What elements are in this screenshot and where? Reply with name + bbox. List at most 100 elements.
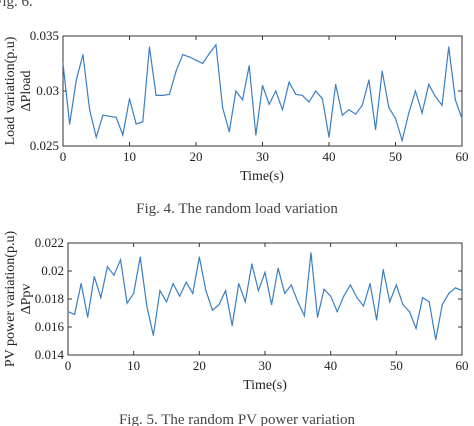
chart2-ytick-label: 0.022 xyxy=(35,235,64,250)
chart1-xtick-label: 30 xyxy=(256,149,269,164)
chart1-y-ticks: 0.025 0.03 0.035 xyxy=(30,28,462,153)
chart2-data-point xyxy=(106,266,108,268)
chart2-data-point xyxy=(435,339,437,341)
chart2-ytick-label: 0.014 xyxy=(35,347,65,362)
chart1-data-point xyxy=(388,106,390,109)
chart1-data-point xyxy=(82,54,84,56)
chart1-data-point xyxy=(341,114,343,116)
chart1-ytick-label: 0.025 xyxy=(30,138,59,153)
chart1-xtick-label: 50 xyxy=(389,149,402,164)
chart2-data-point xyxy=(80,283,82,285)
chart2-xtick-label: 20 xyxy=(193,358,206,373)
chart2-data-point xyxy=(218,304,220,306)
chart2-data-point xyxy=(192,292,194,294)
chart2-ytick-label: 0.02 xyxy=(41,263,64,278)
chart2-data-point xyxy=(159,290,161,292)
chart1-data-point xyxy=(361,104,363,106)
chart1-data-point xyxy=(328,136,330,138)
chart2-data-point xyxy=(428,301,430,303)
chart1-x-ticks: 0 10 20 30 40 50 60 xyxy=(60,36,469,164)
chart1-data-point xyxy=(261,84,264,87)
chart1-data-point xyxy=(401,139,403,142)
chart1-data-point xyxy=(148,46,151,48)
chart1-data-point xyxy=(321,98,323,100)
chart1-data-point xyxy=(308,101,310,103)
chart2-xtick-label: 30 xyxy=(259,358,272,373)
chart2-xtick-label: 60 xyxy=(456,358,469,373)
chart1-ytick-label: 0.03 xyxy=(36,83,59,98)
chart2-data-point xyxy=(225,290,227,292)
chart2-data-point xyxy=(316,316,319,318)
chart1-data-point xyxy=(434,95,436,98)
chart1-data-point xyxy=(454,99,456,101)
chart2-data-point xyxy=(303,315,305,317)
chart1-data-point xyxy=(222,106,224,109)
chart2-data-point xyxy=(389,301,391,303)
chart1-data-point xyxy=(235,90,237,92)
chart1-data-point xyxy=(268,103,270,105)
chart2-data-point xyxy=(270,304,273,306)
chart2-data-point xyxy=(119,259,122,261)
chart2-data-point xyxy=(382,269,384,271)
chart2-x-ticks: 0 10 20 30 40 50 60 xyxy=(65,243,469,373)
chart1-xtick-label: 60 xyxy=(456,149,469,164)
chart2-axes-frame xyxy=(67,242,463,356)
chart1-xtick-label: 10 xyxy=(123,149,136,164)
chart1-data-point xyxy=(142,121,144,123)
chart2-data-point xyxy=(238,283,240,285)
chart2-data-point xyxy=(290,284,292,286)
chart2-data-point xyxy=(231,325,233,327)
chart2-data-point xyxy=(356,297,358,299)
chart1-caption: Fig. 4. The random load variation xyxy=(136,201,338,217)
chart2-data-point xyxy=(100,297,102,299)
chart2-data-point xyxy=(448,292,450,294)
chart1-y-axis-symbol: ΔPload xyxy=(19,71,34,112)
chart1-data-point xyxy=(295,93,297,95)
chart1-data-point xyxy=(301,94,303,96)
chart2-data-point xyxy=(402,304,404,306)
chart1-data-point xyxy=(155,94,157,96)
chart1-data-point xyxy=(248,65,250,67)
chart1-data-point xyxy=(394,117,397,120)
chart1-data-point xyxy=(441,104,443,106)
chart2-y-axis-label: PV power variation(p.u) xyxy=(3,231,18,368)
chart2-y-ticks: 0.014 0.016 0.018 0.02 0.022 xyxy=(35,235,462,362)
chart2-data-point xyxy=(441,304,443,306)
chart2-y-axis-symbol: ΔPpv xyxy=(19,284,34,315)
chart2-xtick-label: 10 xyxy=(127,358,140,373)
chart1-data-point xyxy=(122,134,124,136)
chart1-x-axis-label: Time(s) xyxy=(240,169,284,184)
chart1-data-points xyxy=(62,44,463,142)
chart2-data-point xyxy=(343,295,345,297)
chart1-xtick-label: 40 xyxy=(323,149,336,164)
chart1-ytick-label: 0.035 xyxy=(30,28,59,43)
chart1-data-point xyxy=(108,115,111,117)
chart2-data-point xyxy=(146,305,148,307)
chart1-data-point xyxy=(315,90,317,92)
pv-power-variation-chart: 0.014 0.016 0.018 0.02 0.022 0 10 20 30 40 50 60 T… xyxy=(3,231,469,426)
chart2-data-point xyxy=(205,290,207,292)
chart1-data-point xyxy=(195,59,197,61)
chart2-xtick-label: 0 xyxy=(65,358,72,373)
chart2-xtick-label: 40 xyxy=(324,358,337,373)
chart2-data-point xyxy=(73,313,76,315)
chart1-data-point xyxy=(128,98,131,100)
chart2-data-point xyxy=(264,271,266,273)
chart2-data-point xyxy=(369,283,371,285)
chart1-xtick-label: 20 xyxy=(190,149,203,164)
chart2-data-point xyxy=(395,284,397,286)
chart1-series-line xyxy=(62,43,463,143)
chart2-data-point xyxy=(198,256,200,258)
chart2-ytick-label: 0.018 xyxy=(35,291,64,306)
chart1-data-point xyxy=(448,46,450,48)
chart1-data-point xyxy=(414,90,417,92)
chart2-data-point xyxy=(244,301,246,303)
chart1-data-point xyxy=(75,79,77,81)
chart2-data-point xyxy=(415,327,417,329)
chart1-data-point xyxy=(95,136,97,138)
chart2-data-point xyxy=(349,284,351,286)
top-caption-fragment: Fig. 6. xyxy=(0,0,33,10)
chart1-data-point xyxy=(168,93,170,95)
chart1-data-point xyxy=(208,53,210,55)
